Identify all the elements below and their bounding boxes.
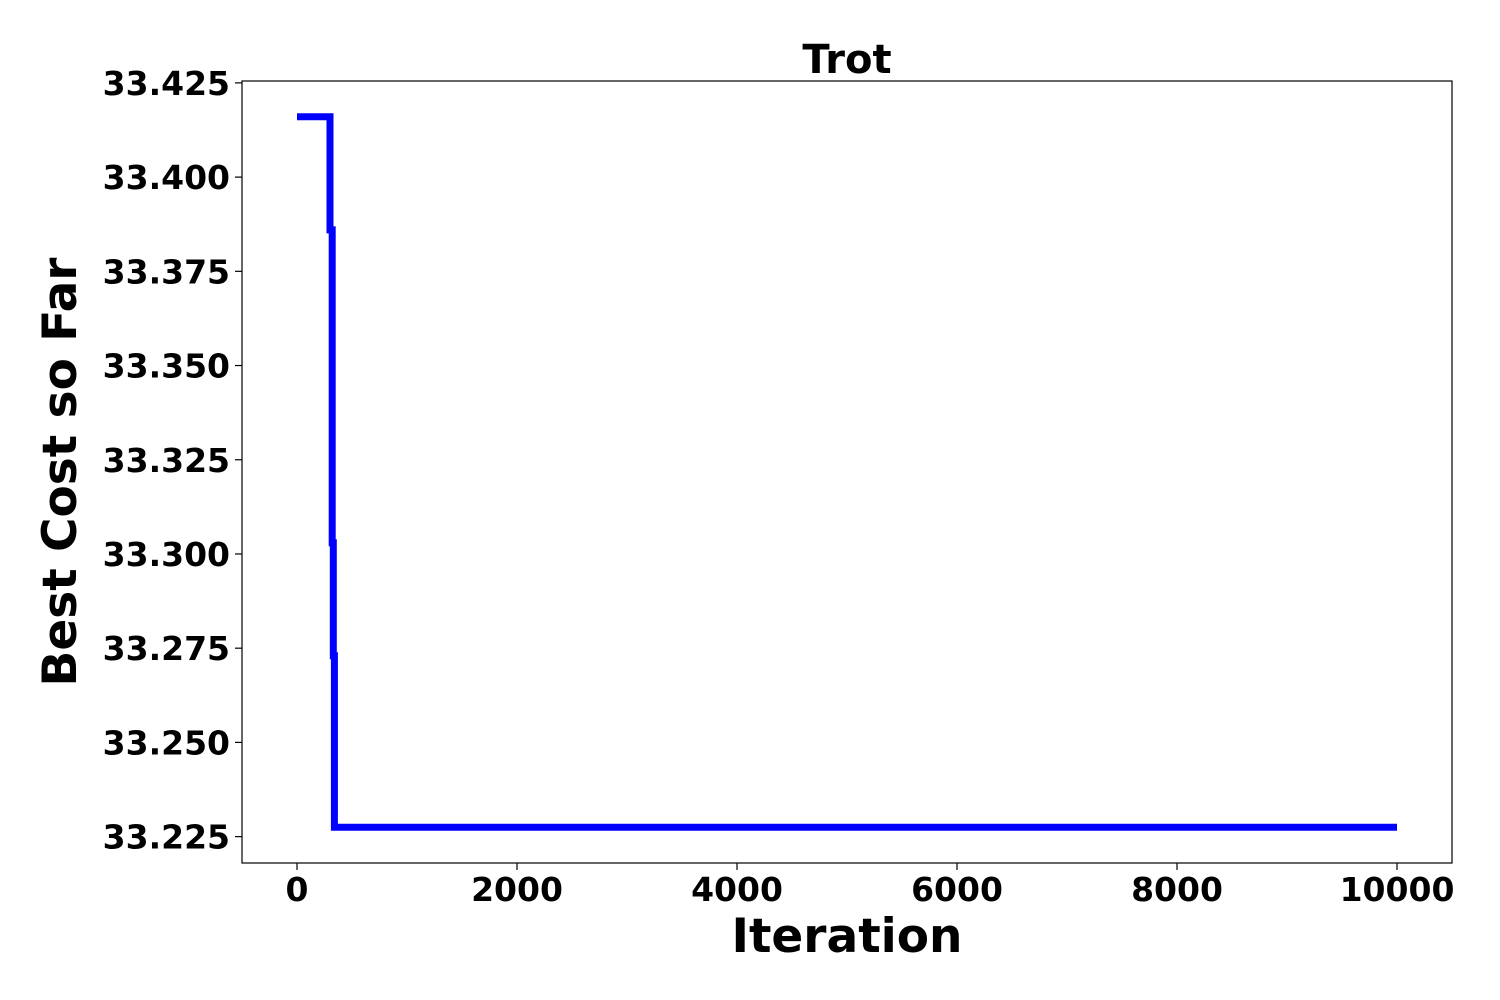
y-tick-label: 33.300 — [103, 535, 230, 574]
x-tick-label: 8000 — [1131, 870, 1223, 909]
y-tick-label: 33.250 — [103, 723, 230, 762]
y-tick-label: 33.325 — [103, 441, 230, 480]
series-line — [297, 113, 1397, 831]
y-tick-label: 33.275 — [103, 629, 230, 668]
series-layer — [297, 113, 1397, 831]
y-tick-label: 33.375 — [103, 252, 230, 291]
x-tick-label: 6000 — [911, 870, 1003, 909]
x-axis: 0 2000 4000 6000 8000 10000 — [286, 863, 1455, 909]
plot-frame — [241, 80, 1453, 864]
x-tick-label: 10000 — [1340, 870, 1455, 909]
y-tick-label: 33.400 — [103, 158, 230, 197]
x-tick-label: 4000 — [691, 870, 783, 909]
y-axis-title: Best Cost so Far — [33, 257, 88, 687]
x-tick-label: 0 — [286, 870, 309, 909]
y-tick-label: 33.350 — [103, 347, 230, 386]
y-tick-label: 33.425 — [103, 64, 230, 103]
y-tick-label: 33.225 — [103, 818, 230, 857]
chart-title: Trot — [802, 37, 891, 83]
y-axis: 33.225 33.250 33.275 33.300 33.325 33.350 33.3… — [103, 64, 242, 857]
x-tick-label: 2000 — [471, 870, 563, 909]
x-axis-title: Iteration — [731, 909, 962, 964]
